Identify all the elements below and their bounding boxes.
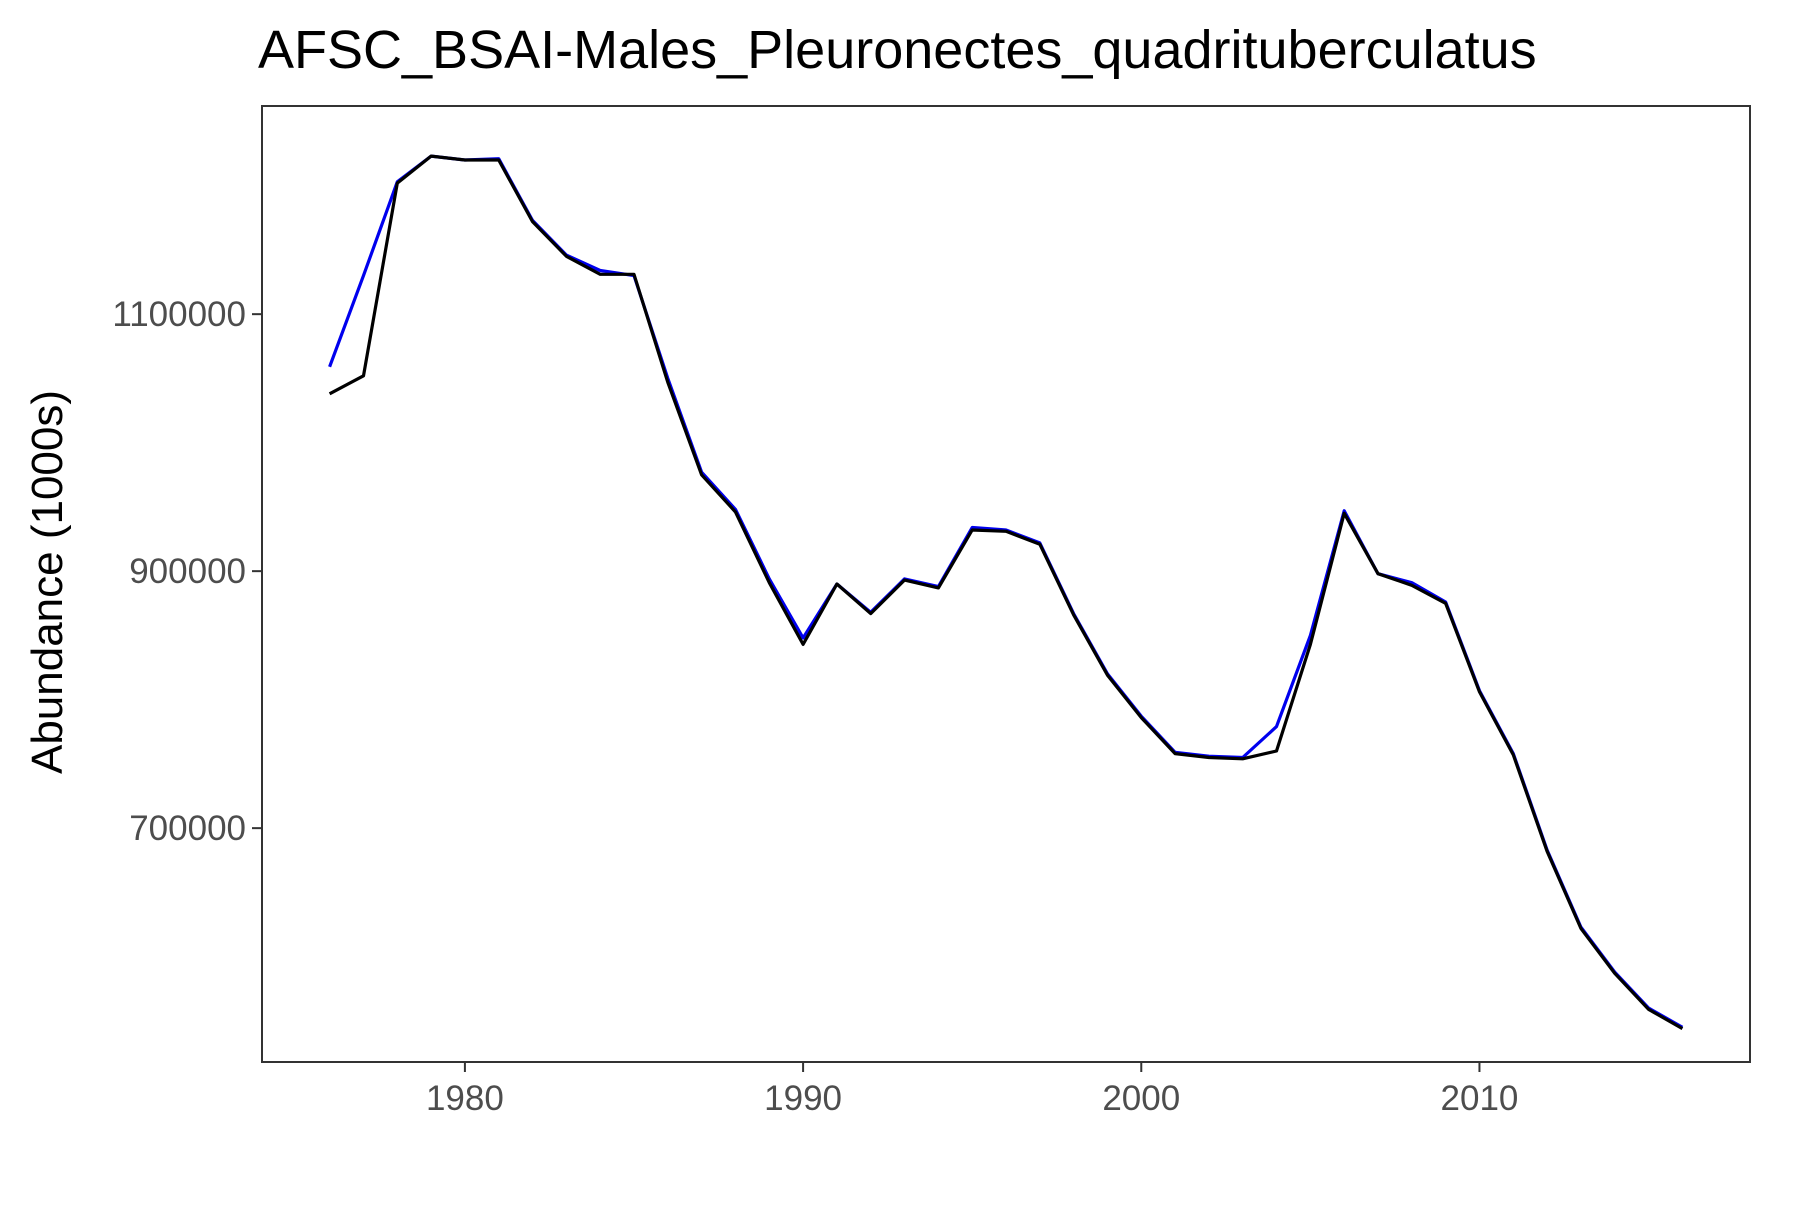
x-tick-label: 1980 <box>426 1079 504 1118</box>
y-tick-label: 700000 <box>129 809 246 848</box>
y-tick-label: 900000 <box>129 552 246 591</box>
y-axis-label: Abundance (1000s) <box>23 390 72 774</box>
chart-title: AFSC_BSAI-Males_Pleuronectes_quadrituber… <box>258 20 1537 80</box>
x-tick-label: 2000 <box>1102 1079 1180 1118</box>
x-tick-label: 2010 <box>1441 1079 1519 1118</box>
plot-panel <box>261 105 1751 1063</box>
series-line-2 <box>328 154 1684 1030</box>
y-tick-label: 1100000 <box>112 295 246 334</box>
series-layer <box>328 154 1684 1030</box>
x-tick-label: 1990 <box>764 1079 842 1118</box>
x-axis: 1980 1990 2000 2010 <box>426 1062 1518 1118</box>
y-axis: 700000 900000 1100000 <box>112 295 262 848</box>
